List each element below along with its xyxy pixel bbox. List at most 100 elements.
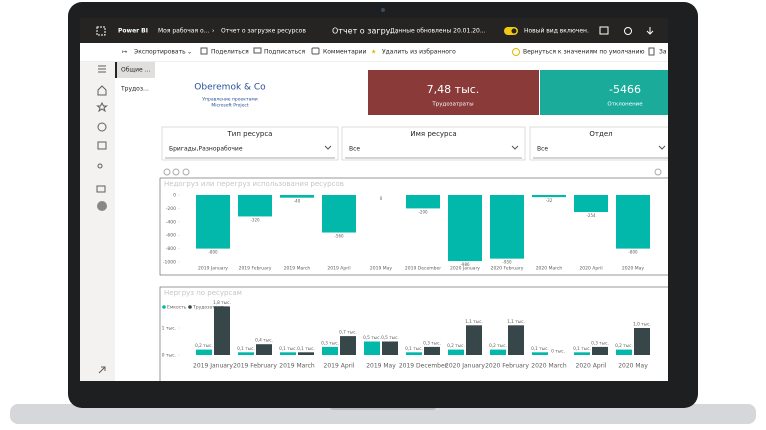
chart-frame	[159, 286, 668, 381]
nav-favorites[interactable]	[96, 101, 108, 113]
data-label: 0,3 тыс.	[423, 340, 441, 346]
data-label: -40	[294, 199, 301, 204]
bar	[322, 346, 338, 355]
data-label: 1,1 тыс.	[465, 319, 483, 325]
bar	[466, 325, 482, 355]
star-icon: ★	[371, 49, 376, 56]
left-nav	[80, 62, 115, 381]
kpi-label: Отклонение	[607, 102, 643, 108]
x-tick-label: 2019 February	[239, 266, 272, 272]
x-tick-label: 2019 April	[324, 363, 355, 370]
nav-profile[interactable]	[97, 201, 107, 211]
bar	[238, 352, 254, 355]
nav-shared[interactable]	[97, 163, 103, 169]
data-label: 0,2 тыс.	[195, 343, 213, 349]
data-label: -32	[546, 198, 553, 203]
bar	[424, 346, 440, 355]
y-tick-label: -800	[166, 246, 176, 252]
y-tick-label: 0 тыс.	[162, 353, 176, 359]
x-tick-label: 2019 January	[198, 266, 228, 272]
bar	[196, 349, 212, 355]
nav-icons	[96, 65, 108, 374]
visual-header	[160, 166, 668, 176]
nav-workspaces[interactable]	[96, 185, 106, 193]
kpi-label: Трудозатраты	[431, 102, 473, 108]
data-label: 0,4 тыс.	[255, 338, 273, 344]
reset[interactable]: Вернуться к значениям по умолчанию	[523, 49, 645, 56]
data-label: 0,3 тыс.	[321, 340, 339, 346]
slicer	[341, 126, 526, 161]
x-tick-label: 2019 May	[370, 266, 393, 272]
download-icon[interactable]	[646, 27, 654, 35]
settings-icon[interactable]	[624, 27, 632, 35]
app-launcher[interactable]	[96, 26, 106, 36]
data-label: 0 тыс.	[551, 349, 565, 355]
x-tick-label: 2019 December	[399, 363, 448, 370]
data-label: -200	[418, 209, 428, 214]
bar	[364, 341, 380, 355]
app-name[interactable]: Power BI	[118, 28, 148, 35]
subscribe[interactable]: Подписаться	[264, 49, 305, 56]
toolbar	[80, 43, 668, 62]
x-tick-label: 2020 March	[536, 266, 563, 272]
more[interactable]: За	[659, 49, 667, 56]
workspace[interactable]: Моя рабочая о...	[158, 28, 209, 35]
bar	[634, 328, 650, 355]
drill-icon[interactable]	[182, 168, 190, 176]
data-label: 0,5 тыс.	[381, 335, 399, 341]
nav-recent[interactable]	[97, 122, 107, 132]
drill-icon[interactable]	[172, 168, 180, 176]
bar	[490, 195, 524, 259]
bar	[532, 352, 548, 355]
slicer-value[interactable]: Все	[537, 146, 548, 153]
bar	[490, 349, 506, 355]
nav-expand[interactable]	[98, 366, 106, 374]
top-bar	[80, 18, 668, 43]
bar	[406, 195, 440, 209]
x-tick-label: 2020 May	[622, 266, 645, 272]
bar	[616, 349, 632, 355]
data-label: 1,1 тыс.	[507, 319, 525, 325]
slicer-caret[interactable]	[658, 145, 666, 150]
new-view: Новый вид включен.	[524, 28, 589, 35]
x-tick-label: 2020 May	[618, 363, 648, 370]
data-label: -950	[502, 260, 512, 265]
nav-home[interactable]	[97, 85, 107, 96]
data-label: 0,1 тыс.	[405, 346, 423, 352]
bar	[382, 341, 398, 355]
x-tick-label: 2019 January	[193, 363, 233, 370]
data-label: -800	[208, 250, 218, 255]
bar	[574, 352, 590, 355]
reset-icon	[512, 48, 520, 56]
data-label: 0,1 тыс.	[297, 346, 315, 352]
slicer-value[interactable]: Все	[349, 146, 360, 153]
slicer-caret[interactable]	[324, 145, 332, 150]
drill-icon[interactable]	[163, 168, 171, 176]
x-tick-label: 2020 February	[491, 266, 524, 272]
data-label: 1,0 тыс.	[633, 322, 651, 328]
comments[interactable]: Комментарии	[323, 49, 366, 56]
chart-title: Недогруз или перегруз использования ресу…	[164, 180, 344, 188]
x-tick-label: 2020 April	[579, 266, 602, 272]
page-tab[interactable]: Трудоз...	[120, 86, 149, 93]
legend-dot	[188, 305, 192, 309]
legend-dot	[162, 305, 166, 309]
data-label: 0,1 тыс.	[237, 346, 255, 352]
data-label: 0,2 тыс.	[489, 343, 507, 349]
export[interactable]: Экспортировать	[134, 49, 186, 56]
charts: Недогруз или перегруз использования ресу…	[162, 180, 651, 370]
slicer-caret[interactable]	[511, 145, 519, 150]
nav-menu[interactable]	[98, 65, 106, 73]
breadcrumb[interactable]: Отчет о загрузке ресурсов	[221, 28, 306, 35]
focus-icon[interactable]	[654, 168, 662, 176]
logo-line: Microsoft Project	[211, 103, 249, 109]
unfavorite[interactable]: Удалить из избранного	[382, 49, 456, 56]
share[interactable]: Поделиться	[211, 49, 249, 56]
page-tab[interactable]: Общие ...	[121, 67, 150, 74]
nav-apps[interactable]	[97, 141, 107, 150]
notif-icon[interactable]	[599, 26, 609, 35]
report-name[interactable]: Отчет о загру...	[332, 27, 398, 36]
slicer-value[interactable]: Бригады,Разнорабочие	[169, 146, 243, 153]
